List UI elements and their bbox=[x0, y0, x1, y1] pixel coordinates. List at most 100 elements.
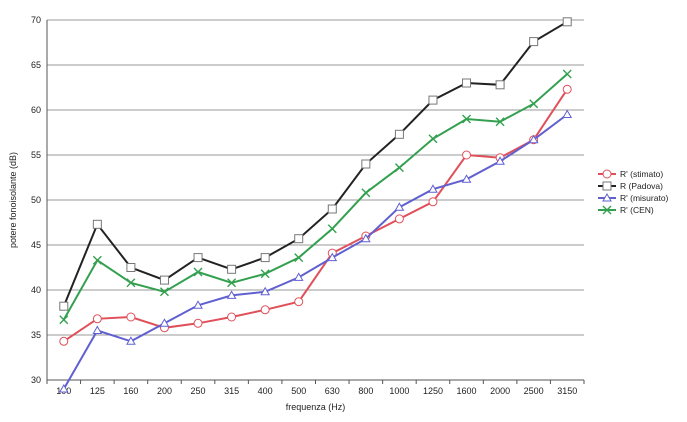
data-point bbox=[394, 163, 404, 173]
axes: 3035404550556065701001251602002503154005… bbox=[31, 15, 585, 396]
x-tick-label: 200 bbox=[157, 386, 172, 396]
data-point bbox=[193, 267, 203, 277]
legend-item: R' (stimato) bbox=[598, 169, 663, 179]
x-axis-label: frequenza (Hz) bbox=[286, 402, 346, 412]
data-point bbox=[428, 95, 438, 105]
series-1 bbox=[59, 17, 572, 311]
grid-lines bbox=[47, 19, 584, 381]
data-point bbox=[360, 233, 371, 243]
data-point bbox=[159, 318, 170, 327]
series-line bbox=[62, 73, 568, 321]
y-tick-label: 60 bbox=[31, 105, 41, 115]
x-tick-label: 160 bbox=[123, 386, 138, 396]
y-tick-label: 40 bbox=[31, 285, 41, 295]
data-point bbox=[428, 134, 438, 144]
legend-label: R' (stimato) bbox=[620, 169, 663, 179]
data-point bbox=[327, 204, 337, 214]
y-tick-label: 55 bbox=[31, 150, 41, 160]
data-point bbox=[562, 109, 573, 118]
data-point bbox=[294, 253, 304, 263]
x-tick-label: 500 bbox=[291, 386, 306, 396]
y-tick-label: 70 bbox=[31, 15, 41, 25]
legend-marker bbox=[602, 205, 612, 215]
x-tick-label: 630 bbox=[325, 386, 340, 396]
data-point bbox=[461, 174, 472, 183]
data-point bbox=[562, 69, 572, 79]
data-point bbox=[428, 184, 438, 193]
legend-item: R' (misurato) bbox=[598, 192, 669, 203]
x-tick-label: 2000 bbox=[490, 386, 510, 396]
data-point bbox=[92, 255, 102, 265]
x-tick-label: 1600 bbox=[457, 386, 477, 396]
data-point bbox=[159, 275, 169, 285]
data-point bbox=[361, 188, 371, 198]
data-point bbox=[361, 159, 371, 169]
y-tick-label: 65 bbox=[31, 60, 41, 70]
data-point bbox=[260, 286, 271, 296]
data-point bbox=[294, 234, 304, 244]
series-0 bbox=[59, 84, 572, 346]
data-point bbox=[495, 156, 505, 165]
data-point bbox=[293, 272, 304, 281]
legend-item: R' (CEN) bbox=[598, 205, 654, 215]
data-point bbox=[126, 312, 136, 322]
data-point bbox=[226, 290, 237, 299]
data-point bbox=[394, 129, 404, 139]
legend-label: R' (CEN) bbox=[620, 205, 654, 215]
legend-label: R' (misurato) bbox=[620, 193, 669, 203]
x-tick-label: 400 bbox=[258, 386, 273, 396]
data-point bbox=[92, 219, 102, 229]
x-tick-label: 315 bbox=[224, 386, 239, 396]
legend-marker bbox=[602, 181, 612, 191]
data-point bbox=[462, 114, 472, 124]
series-line bbox=[63, 88, 569, 343]
data-point bbox=[59, 315, 69, 325]
data-point bbox=[260, 305, 270, 315]
legend-marker bbox=[602, 192, 612, 202]
data-point bbox=[227, 264, 237, 274]
data-point bbox=[394, 202, 405, 211]
legend: R' (stimato) R (Padova) R' (misurato) R' (C… bbox=[598, 169, 669, 215]
data-point bbox=[562, 17, 572, 27]
data-point bbox=[227, 312, 237, 322]
data-point bbox=[529, 99, 539, 109]
data-point bbox=[528, 134, 539, 144]
series-2 bbox=[58, 109, 573, 393]
data-point bbox=[92, 314, 102, 324]
y-tick-label: 35 bbox=[31, 330, 41, 340]
data-point bbox=[260, 269, 270, 279]
legend-label: R (Padova) bbox=[620, 181, 663, 191]
y-tick-label: 30 bbox=[31, 375, 41, 385]
y-tick-label: 50 bbox=[31, 195, 41, 205]
data-point bbox=[193, 253, 203, 263]
data-point bbox=[495, 117, 505, 127]
x-tick-label: 2500 bbox=[524, 386, 544, 396]
x-tick-label: 1000 bbox=[389, 386, 409, 396]
data-point bbox=[59, 336, 69, 346]
data-point bbox=[529, 37, 539, 47]
data-point bbox=[126, 263, 136, 272]
x-tick-label: 800 bbox=[358, 386, 373, 396]
data-point bbox=[92, 325, 103, 334]
data-point bbox=[562, 84, 572, 94]
data-point bbox=[227, 278, 237, 288]
x-tick-label: 3150 bbox=[557, 386, 577, 396]
y-axis-label: potere fonoisolante (dB) bbox=[8, 152, 18, 248]
series-3 bbox=[59, 69, 572, 325]
series-group bbox=[58, 17, 573, 393]
data-point bbox=[193, 300, 203, 309]
x-tick-label: 250 bbox=[191, 386, 206, 396]
data-point bbox=[159, 287, 169, 297]
data-point bbox=[193, 318, 203, 328]
data-point bbox=[462, 150, 472, 160]
x-tick-label: 1250 bbox=[423, 386, 443, 396]
data-point bbox=[126, 278, 136, 288]
data-point bbox=[327, 224, 337, 234]
data-point bbox=[428, 197, 438, 207]
data-point bbox=[394, 214, 404, 224]
legend-item: R (Padova) bbox=[598, 181, 663, 191]
data-point bbox=[495, 80, 505, 90]
series-line bbox=[62, 20, 568, 307]
